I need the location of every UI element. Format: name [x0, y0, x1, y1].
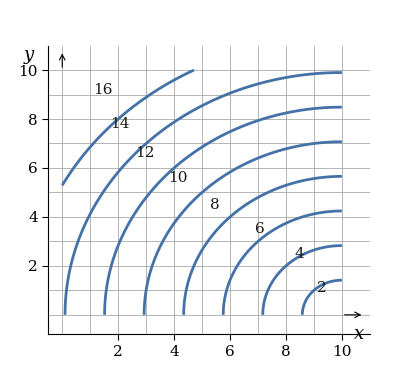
Text: 14: 14 — [109, 117, 129, 131]
Text: y: y — [24, 46, 34, 64]
Text: 8: 8 — [210, 198, 219, 212]
Text: 16: 16 — [93, 83, 112, 97]
Text: 12: 12 — [135, 146, 154, 160]
Text: 6: 6 — [255, 222, 264, 236]
Text: x: x — [353, 325, 363, 344]
Text: 2: 2 — [316, 281, 326, 295]
Text: 4: 4 — [294, 247, 303, 261]
Text: 10: 10 — [168, 171, 188, 185]
